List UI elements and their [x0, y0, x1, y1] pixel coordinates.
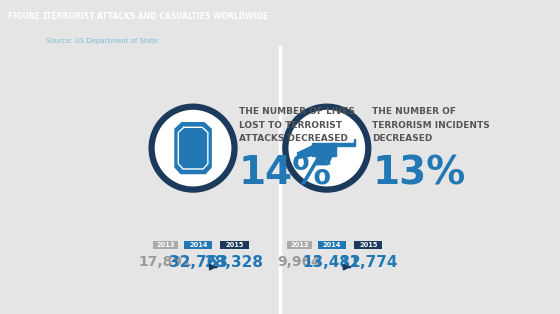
Text: 2013: 2013 — [290, 242, 309, 248]
FancyBboxPatch shape — [287, 241, 312, 249]
Polygon shape — [354, 139, 355, 143]
Text: FIGURE 1: FIGURE 1 — [8, 12, 48, 21]
Text: 11,774: 11,774 — [339, 255, 398, 270]
Polygon shape — [326, 156, 332, 164]
Text: DECREASED: DECREASED — [372, 134, 433, 143]
Text: TERRORISM INCIDENTS: TERRORISM INCIDENTS — [372, 121, 490, 130]
Text: 2015: 2015 — [359, 242, 377, 248]
FancyBboxPatch shape — [354, 241, 382, 249]
Circle shape — [152, 107, 235, 190]
Text: 17,891: 17,891 — [139, 255, 193, 269]
Polygon shape — [312, 145, 336, 147]
Text: ATTACKS DECREASED: ATTACKS DECREASED — [239, 134, 347, 143]
Text: 32,763: 32,763 — [169, 255, 228, 270]
Text: 2013: 2013 — [156, 242, 175, 248]
Text: 14%: 14% — [239, 154, 332, 192]
Text: LOST TO TERRORIST: LOST TO TERRORIST — [239, 121, 342, 130]
Text: 13,482: 13,482 — [303, 255, 362, 270]
Text: 2015: 2015 — [225, 242, 244, 248]
Polygon shape — [331, 143, 335, 146]
Text: 28,328: 28,328 — [205, 255, 264, 270]
Text: 13%: 13% — [372, 154, 465, 192]
Text: 2014: 2014 — [189, 242, 208, 248]
Polygon shape — [312, 146, 336, 156]
Text: THE NUMBER OF LIVES: THE NUMBER OF LIVES — [239, 107, 354, 116]
FancyBboxPatch shape — [184, 241, 212, 249]
Polygon shape — [297, 146, 312, 158]
Circle shape — [286, 107, 368, 190]
Polygon shape — [175, 123, 211, 174]
Polygon shape — [312, 143, 355, 146]
Text: TERRORIST ATTACKS AND CASUALTIES WORLDWIDE: TERRORIST ATTACKS AND CASUALTIES WORLDWI… — [46, 12, 268, 21]
Polygon shape — [316, 156, 328, 165]
Text: Source: US Department of State: Source: US Department of State — [46, 38, 158, 44]
Text: 9,964: 9,964 — [277, 255, 321, 269]
Text: THE NUMBER OF: THE NUMBER OF — [372, 107, 456, 116]
FancyBboxPatch shape — [221, 241, 249, 249]
Text: 2014: 2014 — [323, 242, 342, 248]
FancyBboxPatch shape — [318, 241, 346, 249]
FancyBboxPatch shape — [153, 241, 178, 249]
